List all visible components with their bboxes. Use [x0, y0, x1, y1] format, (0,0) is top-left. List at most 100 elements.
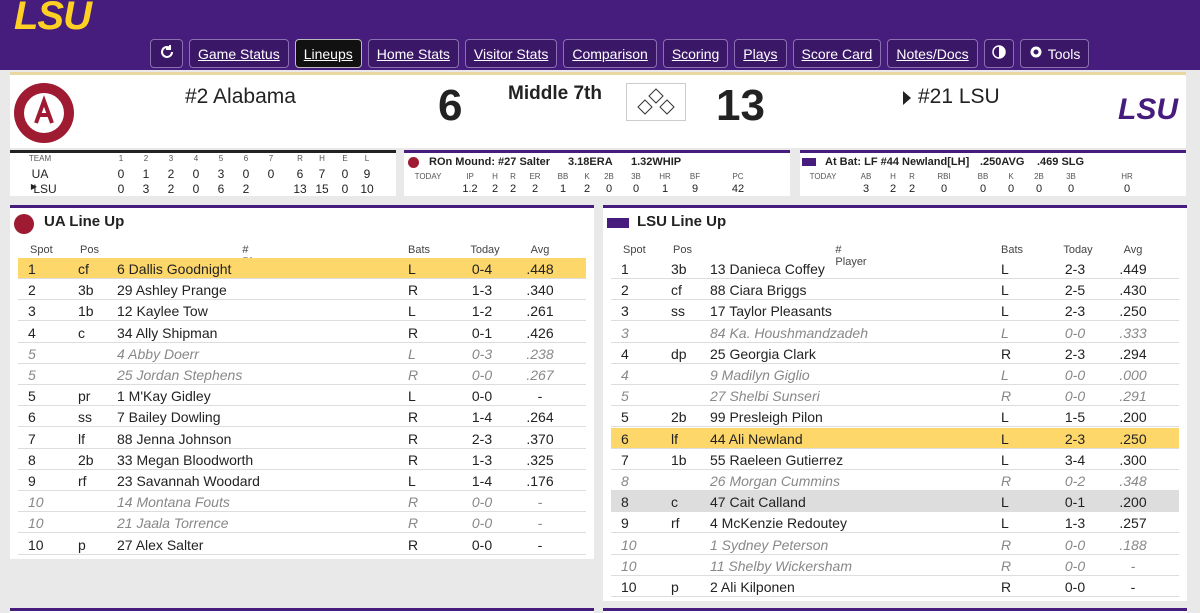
lineup-cell: 5 [28, 388, 36, 405]
lineup-cell: R [1001, 473, 1012, 489]
nav-button[interactable]: Visitor Stats [464, 39, 558, 68]
lineup-cell: 2b [671, 409, 687, 426]
lineup-cell: 6 [28, 409, 36, 426]
lineup-cell: .200 [1119, 409, 1147, 426]
lineup-cell: 34 Ally Shipman [117, 324, 218, 341]
nav-label: Game Status [198, 45, 280, 62]
lineup-cell: 2-3 [1064, 261, 1086, 277]
lineup-cell: 2-3 [471, 430, 493, 447]
lineup-cell: 11 Shelby Wickersham [710, 557, 853, 574]
lineup-row: 2 3b 29 Ashley Prange R 1-3 .340 [18, 279, 586, 301]
lineup-cell: c [671, 494, 678, 511]
lineup-cell: .250 [1119, 303, 1147, 320]
refresh-button[interactable] [150, 39, 183, 68]
lineup-row: 8 26 Morgan Cummins R 0-2 .348 [611, 470, 1179, 491]
lineup-cell: 3 [28, 303, 36, 320]
bases [626, 83, 686, 121]
nav-button[interactable]: Game Status [189, 39, 289, 68]
lineup-row: 3 84 Ka. Houshmandzadeh L 0-0 .333 [611, 322, 1179, 343]
lineup-cell: R [408, 409, 419, 426]
box-header: TODAY [414, 172, 442, 181]
lineup-cell: - [537, 388, 543, 405]
lineup-row: 10 21 Jaala Torrence R 0-0 - [18, 512, 586, 534]
lineup-cell: cf [78, 261, 89, 277]
nav-button[interactable]: Scoring [662, 39, 729, 68]
lineup-row: 1 cf 6 Dallis Goodnight L 0-4 .448 [18, 258, 586, 279]
lineup-cell: 10 [28, 494, 44, 511]
lineup-cell: c [78, 324, 85, 341]
lineup-cell: 3b [671, 261, 687, 277]
box-header: K [1008, 172, 1014, 181]
lineup-cell: - [1130, 557, 1136, 574]
lineup-cell: 55 Raeleen Gutierrez [710, 451, 844, 468]
lineup-cell: L [1001, 261, 1009, 277]
lineup-row: 4 c 34 Ally Shipman R 0-1 .426 [18, 322, 586, 343]
lineup-cell: 1 M'Kay Gidley [117, 388, 211, 405]
column-header: # Player [835, 244, 867, 268]
lineup-cell: R [408, 494, 419, 511]
linescore-cell: 6 [296, 167, 304, 181]
lineup-cell: 3 [621, 324, 629, 341]
nav-button[interactable]: Lineups [294, 39, 362, 68]
lineup-cell: lf [671, 430, 678, 447]
nav-button[interactable]: Plays [734, 39, 787, 68]
nav-label: Notes/Docs [896, 45, 969, 62]
lineup-cell: 1b [78, 303, 94, 320]
lineup-cell: L [1001, 451, 1009, 468]
away-logo [14, 83, 74, 143]
lineup-cell: 13 Danieca Coffey [710, 261, 825, 277]
lineup-cell: .176 [526, 473, 554, 489]
lineup-cell: 1-3 [1064, 515, 1086, 532]
lineup-cell: 10 [621, 557, 637, 574]
nav-button[interactable]: Tools [1019, 39, 1090, 68]
lineup-cell: ss [671, 303, 685, 320]
header: LSU Game Status Lineups Home Stats Visitor … [0, 0, 1200, 70]
lineup-row: 9 rf 4 McKenzie Redoutey L 1-3 .257 [611, 512, 1179, 534]
box-value: 2 [908, 183, 916, 195]
column-header: Avg [1123, 244, 1143, 256]
lineup-cell: 33 Megan Bloodworth [117, 451, 254, 468]
box-header: 3B [631, 172, 641, 181]
lineup-cell: 5 [621, 388, 629, 405]
linescore-header: L [364, 154, 370, 163]
nav-button[interactable]: Comparison [563, 39, 657, 68]
home-logo: LSU [1118, 93, 1178, 126]
lineup-cell: 23 Savannah Woodard [117, 473, 260, 489]
lineup-row: 5 27 Shelbi Sunseri R 0-0 .291 [611, 385, 1179, 407]
lineup-cell: 2b [78, 451, 94, 468]
contrast-button[interactable] [983, 39, 1014, 68]
nav-button[interactable]: Home Stats [367, 39, 459, 68]
box-icon [802, 158, 816, 166]
linescore-header: 7 [268, 154, 274, 163]
panel-edge [10, 608, 594, 613]
lineup-cell: .325 [526, 451, 554, 468]
column-header: Pos [80, 244, 99, 256]
lineup-cell: R [408, 282, 419, 299]
lineup-cell: .250 [1119, 430, 1147, 447]
lineup-cell: 0-0 [471, 388, 493, 405]
linescore-cell: 10 [360, 182, 374, 196]
linescore-cell: 1 [142, 167, 150, 181]
lineup-cell: 9 [28, 473, 36, 489]
lineup-cell: 1-3 [471, 282, 493, 299]
lineup-cell: - [537, 494, 543, 511]
lineup-cell: .426 [526, 324, 554, 341]
lineup-cell: 7 Bailey Dowling [117, 409, 221, 426]
nav-button[interactable]: Score Card [792, 39, 882, 68]
lineup-cell: 0-1 [471, 324, 493, 341]
lineup-cell: ss [78, 409, 92, 426]
box-value: 0 [1067, 183, 1075, 195]
lineup-cell: L [408, 473, 416, 489]
lineup-cell: 88 Ciara Briggs [710, 282, 807, 299]
lineup-cell: R [408, 367, 419, 383]
lineup-cell: 2 Ali Kilponen [710, 579, 795, 595]
linescore-cell: 2 [167, 167, 175, 181]
home-score: 13 [716, 81, 765, 130]
lineup-cell: .370 [526, 430, 554, 447]
lineup-row: 8 c 47 Cait Calland L 0-1 .200 [611, 491, 1179, 513]
lineup-cell: R [1001, 388, 1012, 405]
lineup-row: 4 9 Madilyn Giglio L 0-0 .000 [611, 364, 1179, 385]
lineup-cell: R [408, 515, 419, 532]
box-header: 3B [1066, 172, 1076, 181]
nav-button[interactable]: Notes/Docs [887, 39, 978, 68]
